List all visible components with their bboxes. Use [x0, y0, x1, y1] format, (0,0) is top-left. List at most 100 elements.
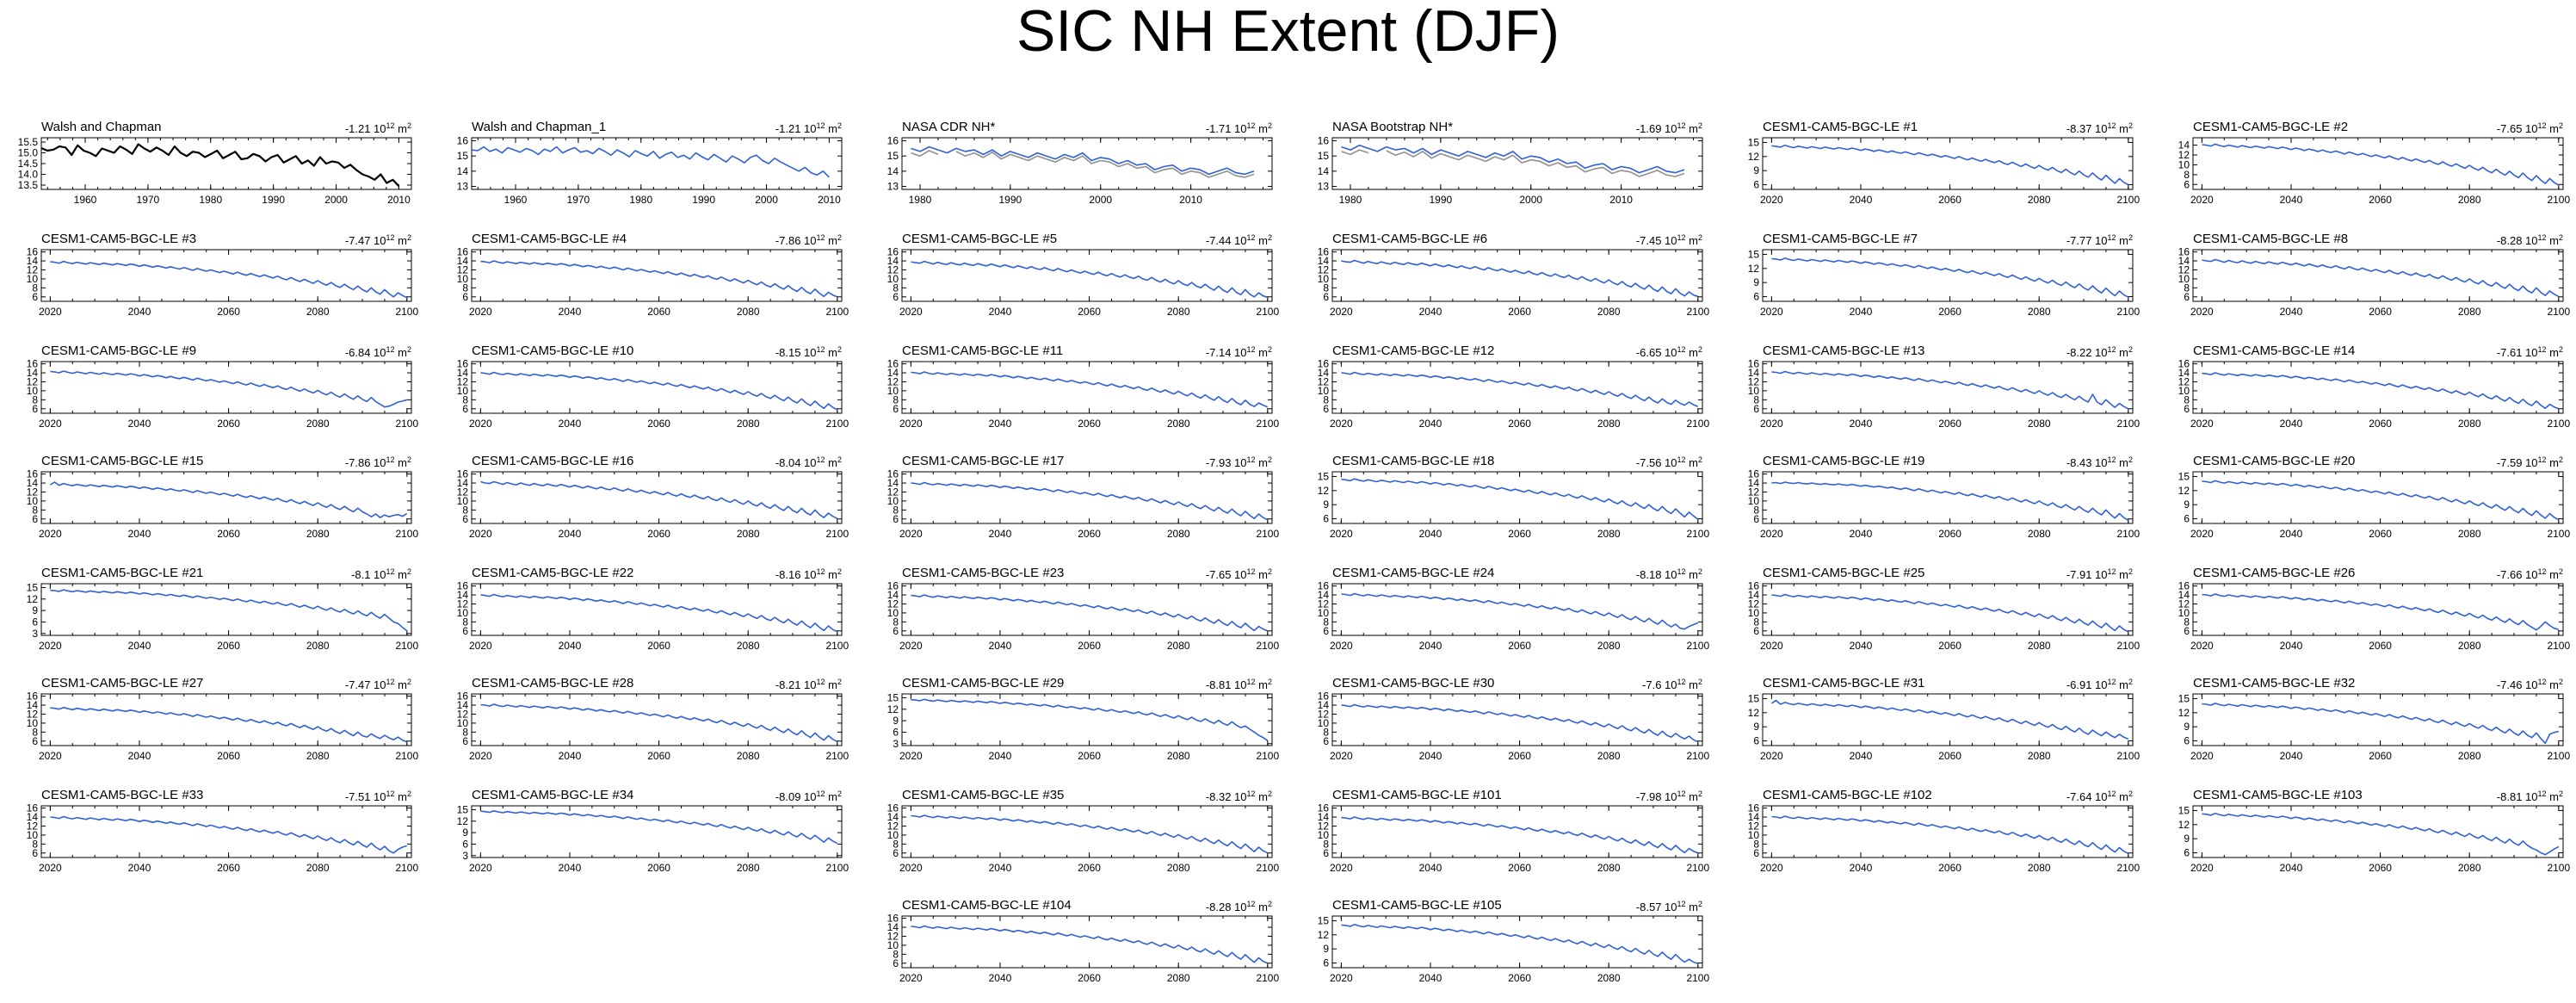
x-tick-label: 2080	[1597, 862, 1621, 874]
x-tick-label: 2040	[1850, 640, 1873, 652]
trend-unit-exponent: 2	[2559, 678, 2563, 686]
trend-exponent: 12	[1677, 345, 1686, 354]
trend-unit-exponent: 2	[407, 678, 411, 686]
trend-unit-exponent: 2	[2128, 233, 2133, 242]
y-tick-label: 8	[893, 504, 899, 516]
y-tick-label: 12	[1748, 820, 1760, 832]
trend-unit-exponent: 2	[2559, 233, 2563, 242]
trend-unit-exponent: 2	[837, 455, 842, 464]
x-tick-label: 2080	[737, 862, 760, 874]
y-tick-label: 10	[2178, 273, 2190, 285]
x-tick-label: 1990	[999, 194, 1022, 206]
trend-unit-exponent: 2	[1268, 233, 1272, 242]
panel: CESM1-CAM5-BGC-LE #8 -8.28 1012 m26810121…	[2178, 232, 2571, 318]
x-tick-label: 2100	[2547, 862, 2570, 874]
trend-value: -1.69 10	[1636, 122, 1677, 135]
trend-unit: m	[2116, 234, 2128, 247]
y-tick-label: 8	[1323, 726, 1329, 738]
y-tick-label: 16	[27, 468, 39, 480]
x-tick-label: 2020	[1760, 528, 1783, 540]
series-line	[2202, 258, 2560, 298]
panel-trend-label: -1.71 1012 m2	[1206, 121, 1272, 135]
x-tick-label: 2040	[2280, 306, 2303, 318]
y-tick-label: 12	[457, 375, 469, 387]
series-line	[1770, 699, 2129, 740]
y-tick-label: 9	[462, 827, 468, 839]
x-tick-label: 2080	[2458, 862, 2481, 874]
series-line	[480, 703, 838, 743]
panel-trend-label: -7.93 1012 m2	[1206, 455, 1272, 469]
trend-unit: m	[1686, 678, 1698, 691]
x-tick-label: 2040	[2280, 528, 2303, 540]
y-tick-label: 3	[893, 738, 899, 750]
trend-unit: m	[1686, 234, 1698, 247]
y-tick-label: 10	[27, 385, 39, 397]
plot-frame	[2192, 249, 2564, 302]
plot-frame	[2192, 471, 2564, 524]
y-tick-label: 12	[1318, 263, 1330, 276]
y-tick-label: 16	[2178, 580, 2190, 592]
panel: CESM1-CAM5-BGC-LE #18 -7.56 1012 m2691215…	[1318, 454, 1710, 540]
x-tick-label: 2020	[39, 750, 62, 762]
x-tick-label: 2100	[1256, 750, 1279, 762]
trend-exponent: 12	[1677, 789, 1686, 798]
x-tick-label: 2060	[1508, 528, 1531, 540]
trend-exponent: 12	[1247, 121, 1256, 130]
trend-value: -7.47 10	[345, 678, 386, 691]
panel-title: Walsh and Chapman	[41, 120, 162, 134]
y-tick-label: 15.5	[18, 136, 39, 148]
y-tick-label: 15	[1318, 914, 1330, 926]
y-tick-label: 8	[893, 393, 899, 406]
plot-frame	[2192, 583, 2564, 636]
series-line	[1341, 478, 1699, 520]
trend-unit-exponent: 2	[1698, 900, 1702, 908]
trend-value: -1.71 10	[1206, 122, 1247, 135]
panel-trend-label: -1.69 1012 m2	[1636, 121, 1702, 135]
panel-title: CESM1-CAM5-BGC-LE #10	[472, 344, 633, 358]
x-tick-label: 2100	[2547, 194, 2570, 206]
y-tick-label: 6	[32, 735, 38, 747]
y-tick-label: 14	[2178, 367, 2190, 379]
y-tick-label: 10	[457, 717, 469, 729]
trend-unit: m	[2547, 234, 2559, 247]
x-tick-label: 2020	[469, 306, 492, 318]
trend-unit-exponent: 2	[2559, 455, 2563, 464]
trend-unit: m	[825, 122, 837, 135]
panel-title: CESM1-CAM5-BGC-LE #1	[1763, 120, 1918, 134]
x-tick-label: 2010	[818, 194, 841, 206]
series-line	[480, 260, 838, 298]
y-tick-label: 15	[27, 581, 39, 593]
trend-exponent: 12	[1247, 567, 1256, 576]
panel-trend-label: -7.98 1012 m2	[1636, 789, 1702, 803]
panel-trend-label: -8.57 1012 m2	[1636, 900, 1702, 913]
x-tick-label: 2100	[825, 750, 849, 762]
plot-frame	[471, 249, 843, 302]
y-tick-label: 12	[2178, 819, 2190, 831]
panel-trend-label: -8.1 1012 m2	[351, 567, 411, 581]
x-tick-label: 2040	[559, 750, 582, 762]
y-tick-label: 6	[1753, 403, 1759, 415]
x-tick-label: 2080	[2028, 306, 2051, 318]
x-tick-label: 2020	[899, 862, 923, 874]
y-tick-label: 3	[32, 628, 38, 640]
panel: CESM1-CAM5-BGC-LE #11 -7.14 1012 m2681012…	[887, 344, 1280, 430]
y-tick-label: 6	[893, 403, 899, 415]
y-tick-label: 12	[457, 815, 469, 827]
x-tick-label: 2020	[469, 528, 492, 540]
series-line	[1341, 259, 1699, 298]
trend-exponent: 12	[2538, 233, 2547, 242]
y-tick-label: 12	[457, 263, 469, 276]
y-tick-label: 8	[2184, 169, 2190, 181]
y-tick-label: 10	[887, 495, 899, 507]
x-tick-label: 2020	[899, 972, 923, 984]
x-tick-label: 2080	[306, 640, 330, 652]
x-tick-label: 1990	[1430, 194, 1453, 206]
panel: CESM1-CAM5-BGC-LE #104 -8.28 1012 m268101…	[887, 898, 1280, 984]
x-tick-label: 2080	[2458, 306, 2481, 318]
trend-unit: m	[2116, 678, 2128, 691]
y-tick-label: 16	[1748, 468, 1760, 480]
y-tick-label: 6	[1753, 625, 1759, 637]
trend-unit: m	[1256, 122, 1268, 135]
y-tick-label: 12	[457, 597, 469, 610]
